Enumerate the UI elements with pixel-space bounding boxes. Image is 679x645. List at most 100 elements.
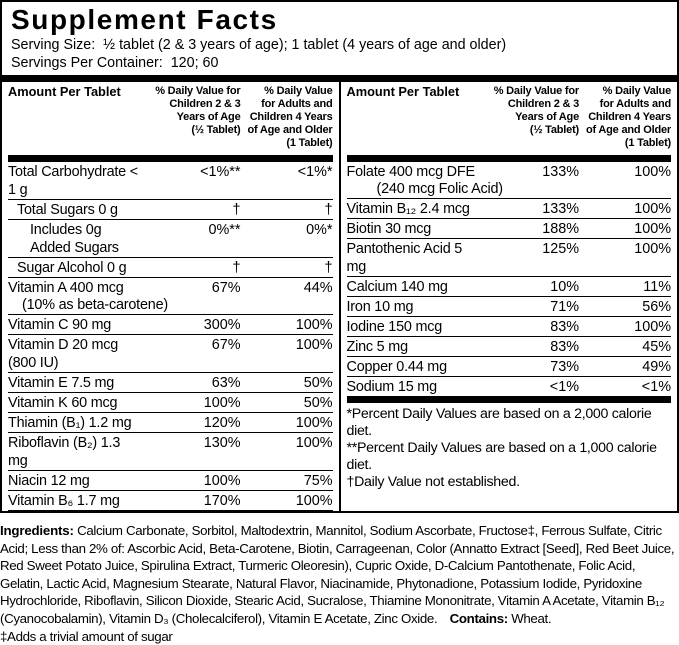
dv-children-value: 133% <box>542 163 579 180</box>
dv-adults-value: † <box>324 201 333 218</box>
nutrient-name: Zinc 5 mg <box>346 338 409 355</box>
dv-children-value: 71% <box>550 298 579 315</box>
dv-children-value: <1%** <box>200 163 241 180</box>
dv-adults-value: 100% <box>295 414 333 431</box>
dv-adults-value: 44% <box>303 279 333 296</box>
table-row: Vitamin B₁₂ 2.4 mcg 133% 100% <box>346 198 671 218</box>
amount-per-tablet-label: Amount Per Tablet <box>8 84 121 99</box>
contains-value: Wheat. <box>511 610 552 626</box>
dv-adults-value: 100% <box>634 240 671 257</box>
nutrient-name: Riboflavin (B₂) 1.3 mg <box>8 434 121 469</box>
dv-children-header: % Daily Value for Children 2 & 3 Years o… <box>155 85 241 136</box>
dv-children-value: 67% <box>211 279 241 296</box>
nutrient-name: Pantothenic Acid 5 mg <box>346 240 463 275</box>
dv-children-value: 300% <box>203 316 241 333</box>
table-row: Sodium 15 mg <1% <1% <box>346 376 671 396</box>
dv-children-value: 83% <box>550 338 579 355</box>
nutrient-name: Sugar Alcohol 0 g <box>17 259 127 276</box>
dv-adults-value: 100% <box>295 492 333 509</box>
dv-adults-value: 100% <box>634 200 671 217</box>
table-row: Iron 10 mg 71% 56% <box>346 296 671 316</box>
sugar-footnote: ‡Adds a trivial amount of sugar <box>0 628 173 644</box>
amount-per-tablet-label: Amount Per Tablet <box>346 84 460 99</box>
panel-title: Supplement Facts <box>11 4 278 35</box>
table-row: Thiamin (B₁) 1.2 mg 120% 100% <box>8 412 333 432</box>
table-row: Vitamin D 20 mcg (800 IU) 67% 100% <box>8 334 333 372</box>
divider-bar-footnotes <box>346 396 671 403</box>
dv-adults-value: 100% <box>295 316 333 333</box>
table-row: Vitamin A 400 mcg 67% 44% (10% as beta-c… <box>8 277 333 314</box>
table-row: Vitamin E 7.5 mg 63% 50% <box>8 372 333 392</box>
serving-size-text: Serving Size: ½ tablet (2 & 3 years of a… <box>11 37 507 53</box>
column-header-left: Amount Per Tablet % Daily Value for Chil… <box>8 82 333 155</box>
table-row: Total Sugars 0 g † † <box>8 199 333 219</box>
footnote-dv-not-established: †Daily Value not established. <box>346 474 521 490</box>
nutrient-name: Vitamin C 90 mg <box>8 316 112 333</box>
nutrient-name: Sodium 15 mg <box>346 378 438 395</box>
dv-children-header: % Daily Value for Children 2 & 3 Years o… <box>493 85 579 136</box>
nutrient-name: Iron 10 mg <box>346 298 414 315</box>
table-row: Iodine 150 mcg 83% 100% <box>346 316 671 336</box>
dv-children-value: 125% <box>542 240 579 257</box>
supplement-facts-panel: Supplement Facts Serving Size: ½ tablet … <box>0 0 679 513</box>
dv-children-value: 100% <box>203 394 241 411</box>
table-row: Includes 0g Added Sugars 0%** 0%* <box>8 219 333 257</box>
table-row: Sugar Alcohol 0 g † † <box>8 257 333 277</box>
dv-children-value: 120% <box>203 414 241 431</box>
dv-children-value: 0%** <box>208 221 241 238</box>
dv-adults-value: <1% <box>641 378 671 395</box>
dv-children-value: 63% <box>211 374 241 391</box>
dv-adults-value: 100% <box>634 220 671 237</box>
divider-bar-top <box>2 75 677 82</box>
dv-children-value: 133% <box>542 200 579 217</box>
dv-adults-value: 49% <box>642 358 671 375</box>
dv-adults-value: 45% <box>642 338 671 355</box>
dv-adults-value: † <box>324 259 333 276</box>
dv-children-value: † <box>232 201 241 218</box>
dv-children-value: 170% <box>203 492 241 509</box>
divider-bar-right-header <box>346 155 671 162</box>
dv-adults-value: 100% <box>634 163 671 180</box>
dv-adults-value: 11% <box>643 278 671 295</box>
footnote-1000-calorie: **Percent Daily Values are based on a 1,… <box>346 440 657 473</box>
nutrient-name: Vitamin B₁₂ 2.4 mcg <box>346 200 470 217</box>
nutrient-name: Vitamin K 60 mcg <box>8 394 118 411</box>
footnote-2000-calorie: *Percent Daily Values are based on a 2,0… <box>346 406 652 439</box>
servings-per-container-text: Servings Per Container: 120; 60 <box>11 55 219 71</box>
dv-adults-header: % Daily Value for Adults and Children 4 … <box>247 85 333 149</box>
panel-header: Supplement Facts Serving Size: ½ tablet … <box>2 2 677 75</box>
dv-adults-header: % Daily Value for Adults and Children 4 … <box>585 85 671 149</box>
table-row: Calcium 140 mg 10% 11% <box>346 276 671 296</box>
table-row: Vitamin B₆ 1.7 mg 170% 100% <box>8 490 333 510</box>
nutrient-name: Total Carbohydrate < 1 g <box>8 163 138 198</box>
dv-adults-value: 100% <box>634 318 671 335</box>
table-row: Folate 400 mcg DFE 133% 100% (240 mcg Fo… <box>347 162 672 198</box>
dv-children-value: 10% <box>550 278 579 295</box>
nutrient-rows-left: Total Carbohydrate < 1 g <1%** <1%* Tota… <box>8 162 333 511</box>
nutrient-name: Total Sugars 0 g <box>17 201 118 218</box>
dv-adults-value: 56% <box>642 298 671 315</box>
nutrient-name: Vitamin E 7.5 mg <box>8 374 115 391</box>
dv-children-value: <1% <box>549 378 579 395</box>
nutrient-name: Copper 0.44 mg <box>346 358 448 375</box>
dv-adults-value: <1%* <box>297 163 333 180</box>
ingredients-label: Ingredients: <box>0 523 74 538</box>
table-row: Vitamin K 60 mcg 100% 50% <box>8 392 333 412</box>
dv-children-value: 67% <box>211 336 241 353</box>
table-row: Pantothenic Acid 5 mg 125% 100% <box>346 238 671 276</box>
nutrient-name: Vitamin D 20 mcg (800 IU) <box>8 336 119 371</box>
dv-children-value: 100% <box>203 472 241 489</box>
dv-adults-value: 50% <box>303 394 333 411</box>
nutrient-rows-right: Folate 400 mcg DFE 133% 100% (240 mcg Fo… <box>346 162 672 396</box>
nutrient-name: Iodine 150 mcg <box>346 318 443 335</box>
table-row: Niacin 12 mg 100% 75% <box>8 470 333 490</box>
contains-label: Contains: <box>449 610 509 626</box>
nutrient-name-line2: (10% as beta-carotene) <box>22 296 168 313</box>
nutrient-name: Includes 0g Added Sugars <box>30 221 119 256</box>
divider-bar-left-header <box>8 155 333 162</box>
ingredients-text: Calcium Carbonate, Sorbitol, Maltodextri… <box>0 523 675 626</box>
table-row: Copper 0.44 mg 73% 49% <box>346 356 671 376</box>
dv-children-value: 73% <box>550 358 579 375</box>
dv-children-value: 83% <box>550 318 579 335</box>
